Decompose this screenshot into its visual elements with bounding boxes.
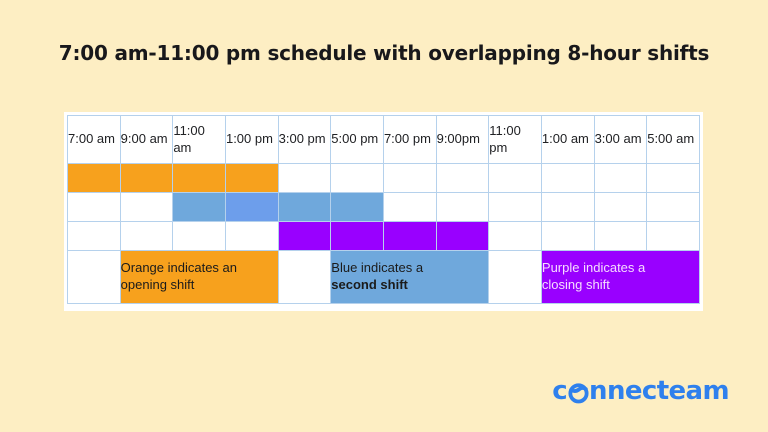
empty-cell: [330, 163, 384, 193]
empty-cell: [277, 250, 332, 304]
empty-cell: [172, 221, 226, 251]
opening-shift-cell: [172, 163, 226, 193]
opening-shift-cell: [224, 163, 279, 193]
second-shift-cell: [224, 192, 279, 222]
logo-text-rest: nnecteam: [589, 376, 730, 406]
connecteam-logo: c nnecteam: [552, 376, 729, 406]
legend-text-line: opening shift: [120, 277, 195, 292]
time-header-cell: 9:00pm: [435, 115, 490, 164]
empty-cell: [646, 192, 700, 222]
logo-text-c: c: [552, 376, 568, 406]
time-header-cell: 9:00 am: [119, 115, 174, 164]
empty-cell: [488, 192, 542, 222]
time-header-cell: 5:00 pm: [330, 115, 384, 164]
second-shift-cell: [277, 192, 332, 222]
opening-shift-cell: [67, 163, 121, 193]
empty-cell: [67, 221, 121, 251]
empty-cell: [277, 163, 332, 193]
closing-shift-cell: [435, 221, 490, 251]
empty-cell: [224, 221, 279, 251]
time-header-cell: 11:00 pm: [488, 115, 542, 164]
legend-row: Orange indicates an opening shift Blue ind…: [67, 250, 701, 304]
legend-text-line: Purple indicates a: [541, 260, 646, 276]
closing-shift-cell: [277, 221, 332, 251]
empty-cell: [435, 192, 490, 222]
closing-shift-cell: [382, 221, 437, 251]
page-title: 7:00 am-11:00 pm schedule with overlappi…: [58, 41, 710, 65]
closing-shift-row: [67, 221, 700, 251]
empty-cell: [119, 192, 174, 222]
empty-cell: [540, 221, 595, 251]
empty-cell: [67, 192, 121, 222]
time-header-cell: 5:00 am: [646, 115, 700, 164]
empty-cell: [67, 250, 121, 304]
opening-shift-cell: [119, 163, 174, 193]
empty-cell: [488, 221, 542, 251]
empty-cell: [540, 163, 595, 193]
schedule-table-card: 7:00 am 9:00 am 11:00 am 1:00 pm 3:00 pm 5:00…: [64, 112, 703, 311]
empty-cell: [593, 221, 648, 251]
time-header-cell: 3:00 am: [593, 115, 648, 164]
empty-cell: [646, 163, 700, 193]
orange-legend: Orange indicates an opening shift: [119, 250, 279, 304]
legend-text-line: Blue indicates a: [331, 260, 424, 276]
legend-text-line: Orange indicates an: [120, 260, 238, 276]
closing-shift-cell: [330, 221, 384, 251]
empty-cell: [593, 163, 648, 193]
second-shift-cell: [330, 192, 384, 222]
empty-cell: [488, 250, 542, 304]
empty-cell: [435, 163, 490, 193]
time-header-cell: 3:00 pm: [277, 115, 332, 164]
legend-text-line: closing shift: [541, 277, 610, 292]
purple-legend: Purple indicates a closing shift: [540, 250, 701, 304]
connecteam-o-swirl-icon: [568, 383, 589, 404]
second-shift-row: [67, 192, 700, 222]
time-header-cell: 11:00 am: [172, 115, 226, 164]
empty-cell: [382, 192, 437, 222]
time-header-cell: 7:00 am: [67, 115, 121, 164]
empty-cell: [540, 192, 595, 222]
empty-cell: [646, 221, 700, 251]
schedule-table: 7:00 am 9:00 am 11:00 am 1:00 pm 3:00 pm 5:00…: [67, 115, 701, 304]
schedule-header-row: 7:00 am 9:00 am 11:00 am 1:00 pm 3:00 pm 5:00…: [67, 115, 700, 164]
time-header-cell: 7:00 pm: [382, 115, 437, 164]
opening-shift-row: [67, 163, 700, 193]
time-header-cell: 1:00 pm: [224, 115, 279, 164]
time-header-cell: 1:00 am: [540, 115, 595, 164]
empty-cell: [593, 192, 648, 222]
empty-cell: [382, 163, 437, 193]
empty-cell: [119, 221, 174, 251]
blue-legend: Blue indicates a second shift: [330, 250, 490, 304]
legend-text-line: second shift: [331, 277, 408, 292]
empty-cell: [488, 163, 542, 193]
second-shift-cell: [172, 192, 226, 222]
